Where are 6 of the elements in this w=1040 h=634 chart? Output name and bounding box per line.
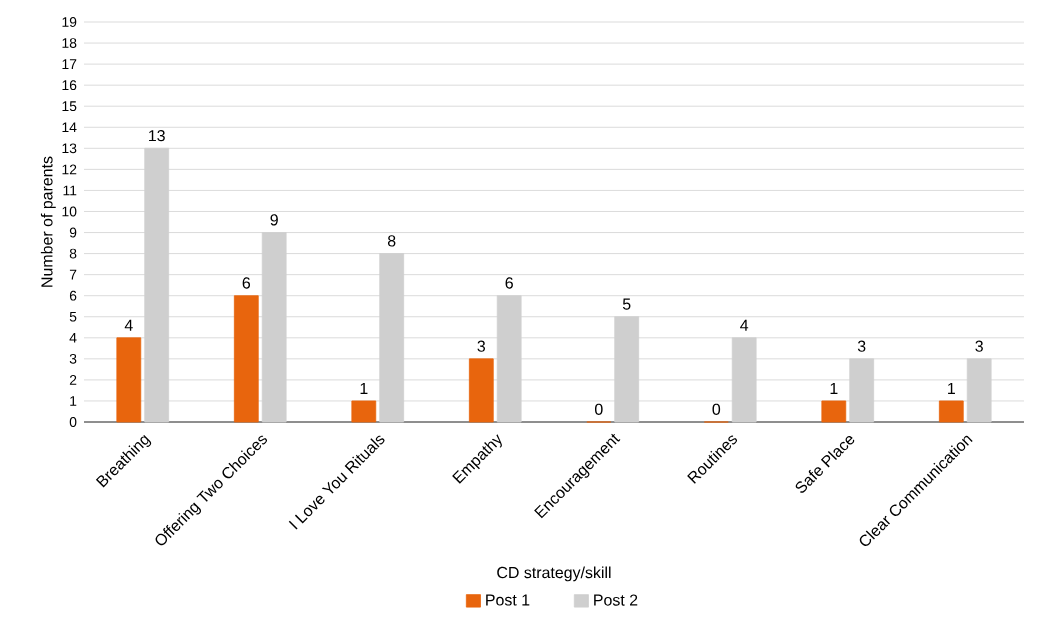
- bar: [233, 295, 259, 423]
- bar: [821, 400, 847, 423]
- bar: [351, 400, 377, 423]
- bar: [116, 337, 142, 423]
- bar: [468, 358, 494, 423]
- bar: [938, 400, 964, 423]
